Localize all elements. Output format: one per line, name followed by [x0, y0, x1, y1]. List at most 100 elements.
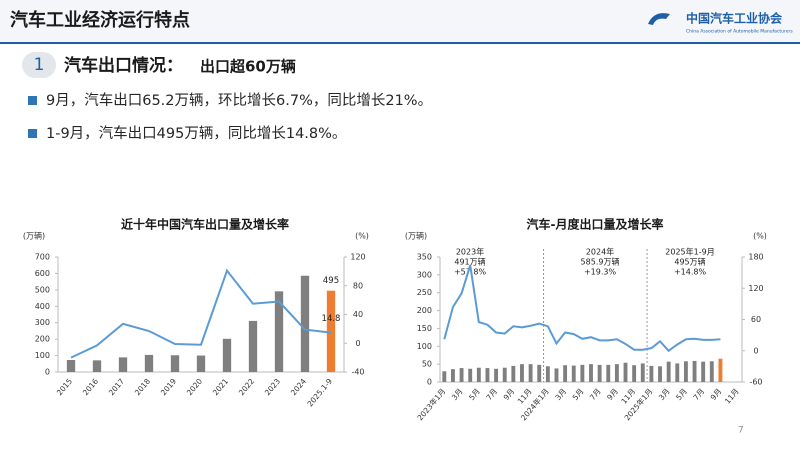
- bar: [554, 368, 559, 382]
- bullet-marker: [28, 96, 37, 105]
- bar: [683, 361, 688, 382]
- y2-tick-label: -40: [351, 368, 364, 377]
- y-tick-label: 600: [35, 269, 50, 278]
- bar: [502, 367, 507, 382]
- x-tick-label: 2019: [159, 377, 178, 398]
- x-tick-label: 2021: [211, 377, 230, 398]
- header-title: 汽车工业经济运行特点: [10, 9, 190, 31]
- bar: [451, 369, 455, 382]
- y-tick-label: 100: [35, 351, 50, 360]
- bar: [300, 275, 310, 372]
- y-tick-label: 200: [35, 335, 50, 344]
- bar: [597, 364, 602, 382]
- y-axis-label: (万辆): [405, 231, 427, 241]
- annotation: 2024年: [586, 247, 614, 257]
- section-badge: [22, 52, 56, 78]
- header-bar: [0, 0, 800, 42]
- bar: [92, 360, 102, 372]
- bullet: 9月，汽车出口65.2万辆，环比增长6.7%，同比增长21%。: [46, 92, 432, 109]
- annotation: +57.8%: [454, 268, 487, 277]
- y-tick-label: 300: [417, 270, 432, 279]
- x-tick-label: 3月: [657, 387, 672, 402]
- y2-tick-label: 120: [350, 253, 365, 262]
- section-subheading: 出口超60万辆: [200, 58, 296, 76]
- y-tick-label: 0: [427, 378, 432, 387]
- data-label: 14.8: [322, 314, 341, 324]
- x-tick-label: 2022: [237, 377, 256, 398]
- annotation: 495万辆: [674, 257, 705, 267]
- y2-tick-label: 40: [353, 310, 363, 319]
- y-tick-label: 0: [45, 368, 50, 377]
- bar: [170, 355, 180, 372]
- x-tick-label: 3月: [450, 387, 465, 402]
- x-tick-label: 7月: [484, 387, 499, 402]
- x-tick-label: 2017: [107, 377, 126, 398]
- page-number: 7: [738, 426, 744, 436]
- bar: [485, 368, 490, 382]
- bar: [442, 371, 447, 382]
- bar: [623, 362, 628, 382]
- section-number: 1: [34, 55, 45, 75]
- bar: [658, 366, 662, 382]
- y2-tick-label: 0: [355, 339, 360, 348]
- header-rule: [0, 42, 800, 44]
- x-tick-label: 9月: [605, 387, 620, 402]
- bar: [468, 368, 473, 382]
- bar: [666, 361, 671, 382]
- bar: [118, 357, 128, 372]
- chart-title: 近十年中国汽车出口量及增长率: [121, 217, 289, 232]
- x-tick-label: 2024: [289, 377, 308, 398]
- y2-axis-label: (%): [355, 232, 369, 241]
- y-tick-label: 300: [35, 318, 50, 327]
- bar: [692, 360, 697, 382]
- x-tick-label: 7月: [691, 387, 706, 402]
- x-tick-label: 9月: [709, 387, 724, 402]
- y-tick-label: 100: [417, 342, 432, 351]
- x-tick-label: 2016: [81, 377, 100, 398]
- x-tick-label: 11月: [723, 387, 741, 406]
- y2-tick-label: 180: [748, 253, 763, 262]
- bar: [459, 368, 464, 382]
- y2-tick-label: 80: [353, 281, 363, 290]
- y-tick-label: 50: [422, 360, 432, 369]
- bar: [632, 365, 637, 382]
- bar: [709, 361, 714, 382]
- annotation: +14.8%: [674, 268, 707, 277]
- y2-tick-label: 120: [748, 284, 763, 293]
- y-tick-label: 250: [417, 288, 432, 297]
- line: [70, 268, 332, 359]
- x-tick-label: 2020: [185, 377, 204, 398]
- bar: [563, 365, 568, 382]
- x-tick-label: 2025.1-9: [305, 377, 334, 409]
- bar: [511, 365, 516, 382]
- x-tick-label: 2018: [133, 377, 152, 398]
- y-tick-label: 500: [35, 285, 50, 294]
- bar: [196, 355, 206, 372]
- bar: [701, 361, 706, 382]
- annotation: 585.9万辆: [581, 257, 620, 267]
- y2-tick-label: -60: [749, 378, 762, 387]
- y-tick-label: 350: [417, 253, 432, 262]
- bullet-marker: [28, 129, 37, 138]
- bar: [589, 364, 593, 382]
- bar: [606, 364, 611, 382]
- x-tick-label: 3月: [553, 387, 568, 402]
- bullet: 1-9月，汽车出口495万辆，同比增长14.8%。: [46, 125, 346, 142]
- bar: [326, 290, 336, 372]
- data-label: 495: [323, 276, 339, 286]
- section-heading: 汽车出口情况：: [64, 55, 183, 76]
- x-tick-label: 5月: [674, 387, 689, 402]
- bar: [649, 365, 654, 382]
- logo-en: China Association of Automobile Manufact…: [686, 29, 793, 35]
- x-tick-label: 2023年1月: [415, 386, 448, 422]
- logo-mark: [648, 13, 670, 25]
- bar: [248, 320, 258, 372]
- annotation: 2023年: [456, 247, 484, 257]
- bar: [494, 368, 499, 382]
- bar: [274, 291, 284, 372]
- x-tick-label: 5月: [571, 387, 586, 402]
- annotation: 491万辆: [454, 257, 485, 267]
- y-axis-label: (万辆): [23, 231, 45, 241]
